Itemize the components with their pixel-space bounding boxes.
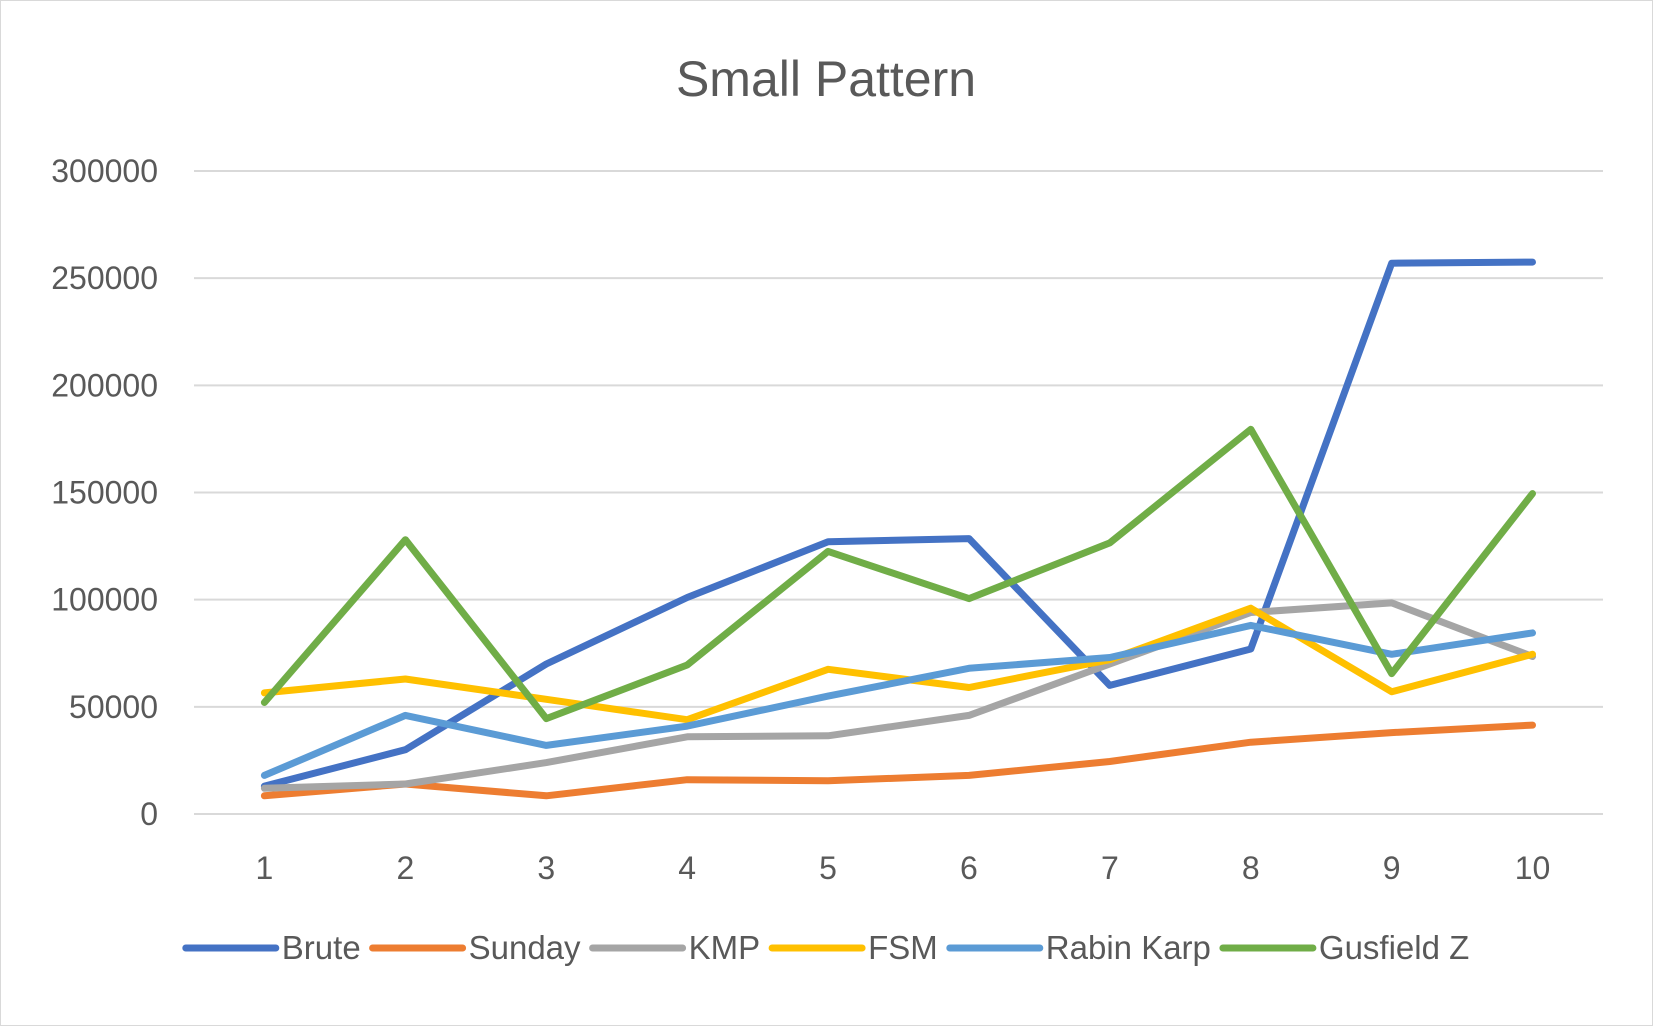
gridlines xyxy=(194,170,1603,815)
legend-item: FSM xyxy=(768,929,938,966)
x-tick-label: 10 xyxy=(1515,850,1551,886)
x-tick-label: 9 xyxy=(1383,850,1401,886)
legend-label: KMP xyxy=(689,929,761,966)
series-line-fsm xyxy=(260,604,1536,724)
series-line-gusfield-z xyxy=(260,425,1536,723)
x-tick-label: 7 xyxy=(1101,850,1119,886)
legend-label: Gusfield Z xyxy=(1319,929,1469,966)
y-tick-label: 250000 xyxy=(51,260,158,296)
y-tick-label: 100000 xyxy=(51,582,158,618)
series-line-rabin-karp xyxy=(260,621,1536,779)
legend-item: Rabin Karp xyxy=(946,929,1211,966)
x-tick-label: 8 xyxy=(1242,850,1260,886)
series-line-sunday xyxy=(260,721,1536,800)
legend-label: FSM xyxy=(868,929,938,966)
x-tick-label: 3 xyxy=(537,850,555,886)
x-tick-label: 6 xyxy=(960,850,978,886)
legend: Brute Sunday KMP FSM Rabin Karp Gusfield Z xyxy=(182,929,1469,966)
y-tick-label: 300000 xyxy=(51,153,158,189)
y-tick-label: 50000 xyxy=(69,689,158,725)
series-line-kmp xyxy=(260,599,1536,792)
x-tick-label: 1 xyxy=(256,850,274,886)
y-tick-label: 0 xyxy=(140,796,158,832)
x-axis-ticks: 1 2 3 4 5 6 7 8 9 10 xyxy=(256,850,1551,886)
y-axis-ticks: 0 50000 100000 150000 200000 250000 300000 xyxy=(51,153,158,832)
series-line-brute xyxy=(260,258,1536,790)
legend-label: Sunday xyxy=(469,929,581,966)
y-tick-label: 150000 xyxy=(51,475,158,511)
legend-label: Rabin Karp xyxy=(1046,929,1211,966)
chart-title: Small Pattern xyxy=(676,51,976,107)
legend-item: Brute xyxy=(182,929,361,966)
legend-item: Sunday xyxy=(369,929,581,966)
legend-item: Gusfield Z xyxy=(1219,929,1469,966)
y-tick-label: 200000 xyxy=(51,367,158,403)
x-tick-label: 2 xyxy=(396,850,414,886)
series-lines xyxy=(260,258,1536,800)
legend-label: Brute xyxy=(282,929,361,966)
x-tick-label: 4 xyxy=(678,850,696,886)
legend-item: KMP xyxy=(589,929,761,966)
x-tick-label: 5 xyxy=(819,850,837,886)
